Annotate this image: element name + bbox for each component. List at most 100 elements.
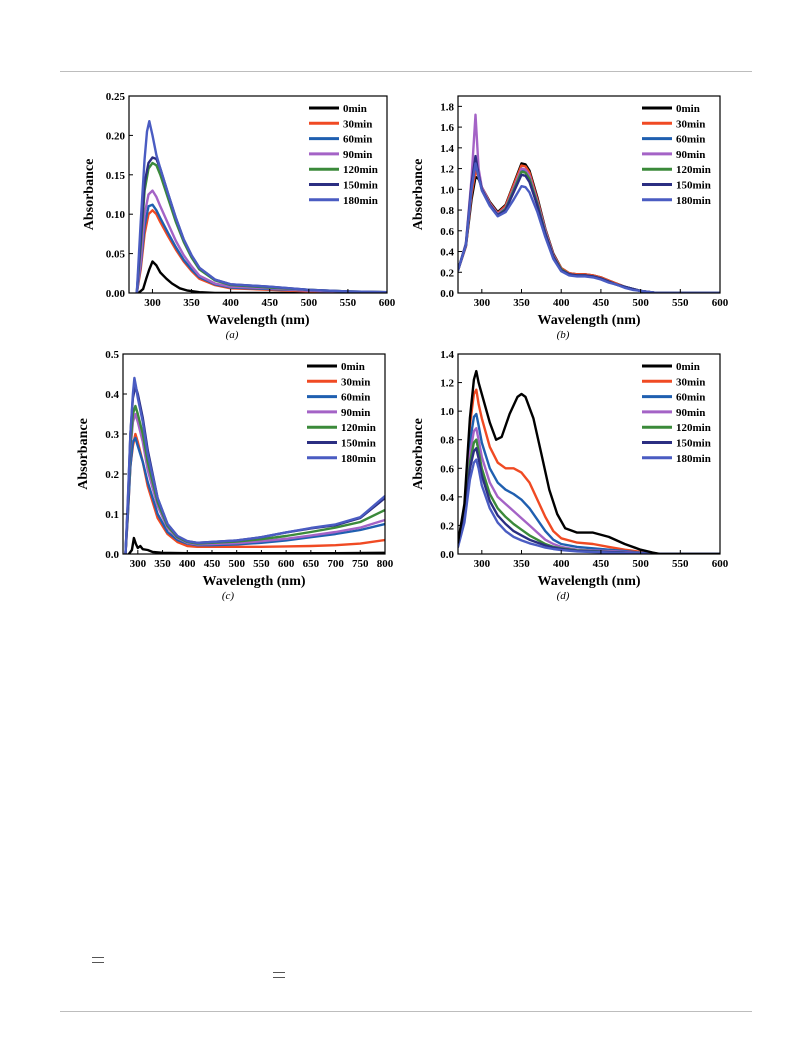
y-tick-label: 1.4	[440, 143, 454, 155]
legend-label: 30min	[341, 376, 370, 388]
x-tick-label: 550	[672, 297, 689, 309]
plot-frame	[128, 95, 388, 294]
x-tick-label: 300	[130, 558, 147, 570]
series-line-150min	[135, 156, 387, 293]
legend-label: 90min	[343, 149, 372, 161]
y-tick-label: 0.6	[440, 226, 454, 238]
chart-svg: 300 350 400 450 500 550 600 650 700 750 800 0.0 0.1 0…	[76, 349, 394, 602]
x-tick-label: 450	[593, 297, 610, 309]
x-tick-label: 550	[253, 558, 270, 570]
panel-caption: (c)	[222, 590, 235, 602]
legend-label: 120min	[341, 422, 376, 434]
plot-frame	[457, 353, 721, 555]
y-tick-label: 0.25	[106, 91, 126, 103]
x-tick-label: 400	[222, 297, 239, 309]
y-tick-label: 0.3	[105, 429, 119, 441]
x-tick-label: 500	[632, 297, 649, 309]
chart-svg: 300 350 400 450 500 550 600 0.00 0.05 0.10 0.15 0.2…	[82, 91, 396, 341]
y-tick-label: 0.10	[106, 209, 126, 221]
legend-label: 180min	[341, 453, 376, 465]
y-tick-label: 1.8	[440, 101, 454, 113]
legend-label: 60min	[676, 392, 705, 404]
x-tick-label: 350	[183, 297, 200, 309]
y-axis-title: Absorbance	[411, 418, 426, 490]
series-line-180min	[458, 162, 720, 293]
y-tick-label: 1.2	[440, 164, 454, 176]
legend-label: 0min	[343, 103, 367, 115]
plot-frame	[122, 353, 386, 555]
x-tick-label: 700	[327, 558, 344, 570]
y-tick-label: 0.00	[106, 288, 126, 300]
legend-label: 150min	[676, 438, 711, 450]
chart-panel-a: 300 350 400 450 500 550 600 0.00 0.05 0.10 0.15 0.2…	[65, 88, 405, 358]
legend-label: 120min	[343, 164, 378, 176]
panel-caption: (d)	[557, 590, 570, 602]
x-axis-title: Wavelength (nm)	[206, 313, 309, 328]
x-tick-label: 450	[593, 558, 610, 570]
legend-label: 30min	[676, 376, 705, 388]
y-tick-label: 0.20	[106, 130, 126, 142]
x-tick-label: 400	[553, 297, 570, 309]
x-tick-label: 350	[154, 558, 171, 570]
legend-label: 120min	[676, 422, 711, 434]
y-tick-label: 0.0	[440, 288, 454, 300]
y-tick-label: 0.6	[440, 463, 454, 475]
series-line-180min	[135, 120, 387, 293]
legend-label: 180min	[676, 453, 711, 465]
legend-label: 90min	[676, 149, 705, 161]
equals-mark	[273, 972, 285, 978]
legend-label: 30min	[343, 118, 372, 130]
x-tick-label: 500	[632, 558, 649, 570]
series-line-180min	[124, 376, 385, 554]
x-tick-label: 600	[278, 558, 295, 570]
series-line-30min	[135, 209, 387, 293]
y-tick-label: 0.0	[105, 549, 119, 561]
y-tick-label: 1.4	[440, 349, 454, 361]
legend-label: 30min	[676, 118, 705, 130]
y-tick-label: 0.4	[105, 389, 119, 401]
equals-mark	[92, 957, 104, 963]
x-tick-label: 450	[261, 297, 278, 309]
legend-label: 90min	[341, 407, 370, 419]
y-tick-label: 1.2	[440, 378, 454, 390]
x-tick-label: 350	[513, 558, 530, 570]
y-tick-label: 0.5	[105, 349, 119, 361]
x-axis-title: Wavelength (nm)	[537, 313, 640, 328]
legend-label: 180min	[343, 195, 378, 207]
chart-panel-b: 300 350 400 450 500 550 600 0.0 0.2 0.4 0.6 0.8 1.0 1…	[398, 88, 738, 358]
x-tick-label: 750	[352, 558, 369, 570]
legend-label: 0min	[341, 361, 365, 373]
legend-label: 150min	[676, 180, 711, 192]
series-line-180min	[458, 458, 720, 554]
chart-svg: 300 350 400 450 500 550 600 0.0 0.2 0.4 0.6 0.8 1.0 1…	[411, 95, 729, 341]
y-tick-label: 1.0	[440, 184, 454, 196]
y-tick-label: 0.2	[440, 267, 454, 279]
x-tick-label: 600	[712, 297, 729, 309]
x-tick-label: 300	[144, 297, 161, 309]
plot-frame	[457, 95, 721, 294]
y-tick-label: 0.4	[440, 247, 454, 259]
y-tick-label: 0.8	[440, 435, 454, 447]
series-line-60min	[124, 436, 385, 554]
chart-svg: 300 350 400 450 500 550 600 0.0 0.2 0.4 0.6 0.8 1.0 1…	[411, 349, 729, 602]
legend-label: 120min	[676, 164, 711, 176]
legend-label: 150min	[343, 180, 378, 192]
y-tick-label: 1.0	[440, 406, 454, 418]
series-line-0min	[127, 536, 385, 554]
y-tick-label: 1.6	[440, 122, 454, 134]
x-tick-label: 550	[672, 558, 689, 570]
legend-label: 0min	[676, 361, 700, 373]
chart-panel-d: 300 350 400 450 500 550 600 0.0 0.2 0.4 0.6 0.8 1.0 1…	[398, 348, 738, 618]
series-line-0min	[137, 260, 387, 293]
y-tick-label: 0.1	[105, 509, 119, 521]
x-axis-title: Wavelength (nm)	[537, 574, 640, 589]
x-tick-label: 550	[340, 297, 357, 309]
y-tick-label: 0.8	[440, 205, 454, 217]
footer-rule	[60, 1011, 752, 1012]
series-line-150min	[458, 154, 720, 293]
legend-label: 60min	[343, 134, 372, 146]
chart-panel-c: 300 350 400 450 500 550 600 650 700 750 800 0.0 0.1 0…	[65, 348, 405, 618]
legend-label: 60min	[341, 392, 370, 404]
y-tick-label: 0.0	[440, 549, 454, 561]
x-tick-label: 600	[712, 558, 729, 570]
